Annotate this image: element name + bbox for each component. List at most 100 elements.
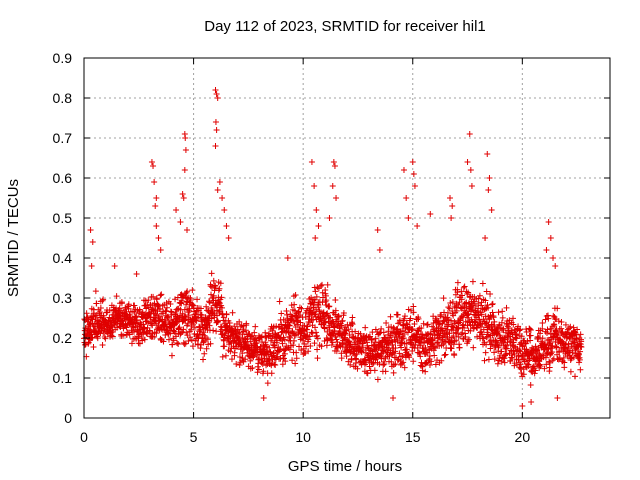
data-point [503,304,510,311]
data-point [414,223,421,229]
data-point [417,353,424,360]
data-point [236,329,243,336]
data-point [219,353,226,360]
data-point [311,340,318,347]
data-point [163,304,170,311]
y-tick-label: 0.6 [53,170,73,186]
data-point [255,360,262,367]
data-point [330,159,337,165]
data-point [305,336,312,343]
data-point [434,339,441,346]
data-point [182,135,189,141]
data-point [380,362,387,369]
data-point [139,337,146,344]
data-point [545,315,552,322]
data-point [307,343,314,350]
data-point [503,350,510,357]
data-point [151,179,158,185]
data-point [544,326,551,333]
data-point [479,331,486,338]
data-point [173,207,180,213]
data-point [314,335,321,342]
data-point [571,354,578,361]
data-point [278,310,285,317]
data-point [88,263,95,269]
data-point [539,335,546,342]
data-point [248,333,255,340]
data-point [458,305,465,312]
data-point [510,315,517,322]
data-point [189,287,196,294]
data-point [157,292,164,299]
data-point [374,376,381,383]
data-point [185,309,192,316]
data-point [185,337,192,344]
data-point [409,159,416,165]
data-point [236,361,243,368]
data-point [111,263,118,269]
data-point [572,373,579,380]
data-point [328,341,335,348]
data-point [242,356,249,363]
data-point [445,304,452,311]
data-point [428,358,435,365]
data-point [99,297,106,304]
data-point [205,319,212,326]
data-point [459,329,466,336]
data-point [401,313,408,320]
data-point [106,307,113,314]
data-point [106,314,113,321]
data-point [145,297,152,304]
data-point [448,345,455,352]
data-point [543,361,550,368]
data-point [483,288,490,295]
data-point [487,290,494,297]
y-tick-label: 0.5 [53,210,73,226]
data-point [382,368,389,375]
data-point [369,361,376,368]
data-point [577,331,584,338]
data-point [263,362,270,369]
data-point [155,235,162,241]
data-point [184,227,191,233]
x-tick-label: 20 [515,429,531,445]
data-point [157,247,164,253]
data-point [455,325,462,332]
data-point [432,361,439,368]
x-tick-labels: 0 5 10 15 20 [80,429,530,445]
data-point [531,370,538,377]
data-point [236,353,243,360]
data-point [168,324,175,331]
data-point [374,227,381,233]
data-point [339,339,346,346]
data-point [541,365,548,372]
data-point [103,309,110,316]
data-point [486,175,493,181]
data-point [283,311,290,318]
data-point [446,330,453,337]
data-point [274,337,281,344]
data-point [475,295,482,302]
data-point [485,304,492,311]
data-point [219,304,226,311]
data-point [567,368,574,375]
data-point [345,326,352,333]
data-point [333,195,340,201]
data-point [311,183,318,189]
data-point [200,356,207,363]
data-point [247,338,254,345]
data-point [229,309,236,316]
data-point [561,359,568,366]
data-point [296,343,303,350]
data-point [206,299,213,306]
data-point [403,320,410,327]
data-point [193,317,200,324]
data-points [81,87,585,409]
data-point [293,355,300,362]
data-point [388,358,395,365]
data-point [297,319,304,326]
data-point [395,320,402,327]
data-point [383,319,390,326]
data-point [151,300,158,307]
data-point [282,346,289,353]
